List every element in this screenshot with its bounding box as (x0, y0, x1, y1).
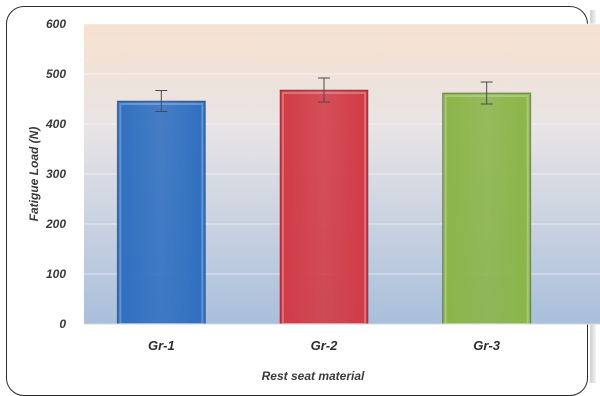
y-tick-label: 300 (46, 167, 66, 181)
bar-gr-2 (279, 89, 369, 325)
bars (116, 89, 532, 325)
y-tick-label: 200 (45, 217, 66, 231)
x-category-labels: Gr-1 Gr-2 Gr-3 (148, 338, 501, 353)
y-tick-label: 0 (59, 317, 66, 331)
y-tick-label: 600 (46, 17, 66, 31)
y-tick-label: 100 (46, 267, 66, 281)
x-category-label: Gr-2 (311, 338, 339, 353)
y-tick-labels: 0 100 200 300 400 500 600 (45, 17, 66, 331)
bar-gr-3 (442, 92, 532, 325)
y-axis-title: Fatigue Load (N) (27, 127, 41, 222)
bar-chart: 0 100 200 300 400 500 600 Gr-1 Gr-2 Gr-3 Fatigue… (27, 17, 600, 383)
y-tick-label: 400 (45, 117, 66, 131)
x-category-label: Gr-3 (473, 338, 501, 353)
bar-gr-1 (116, 100, 206, 325)
x-category-label: Gr-1 (148, 338, 175, 353)
error-bars (155, 77, 493, 112)
y-tick-label: 500 (46, 67, 66, 81)
x-axis-title: Rest seat material (262, 369, 365, 383)
